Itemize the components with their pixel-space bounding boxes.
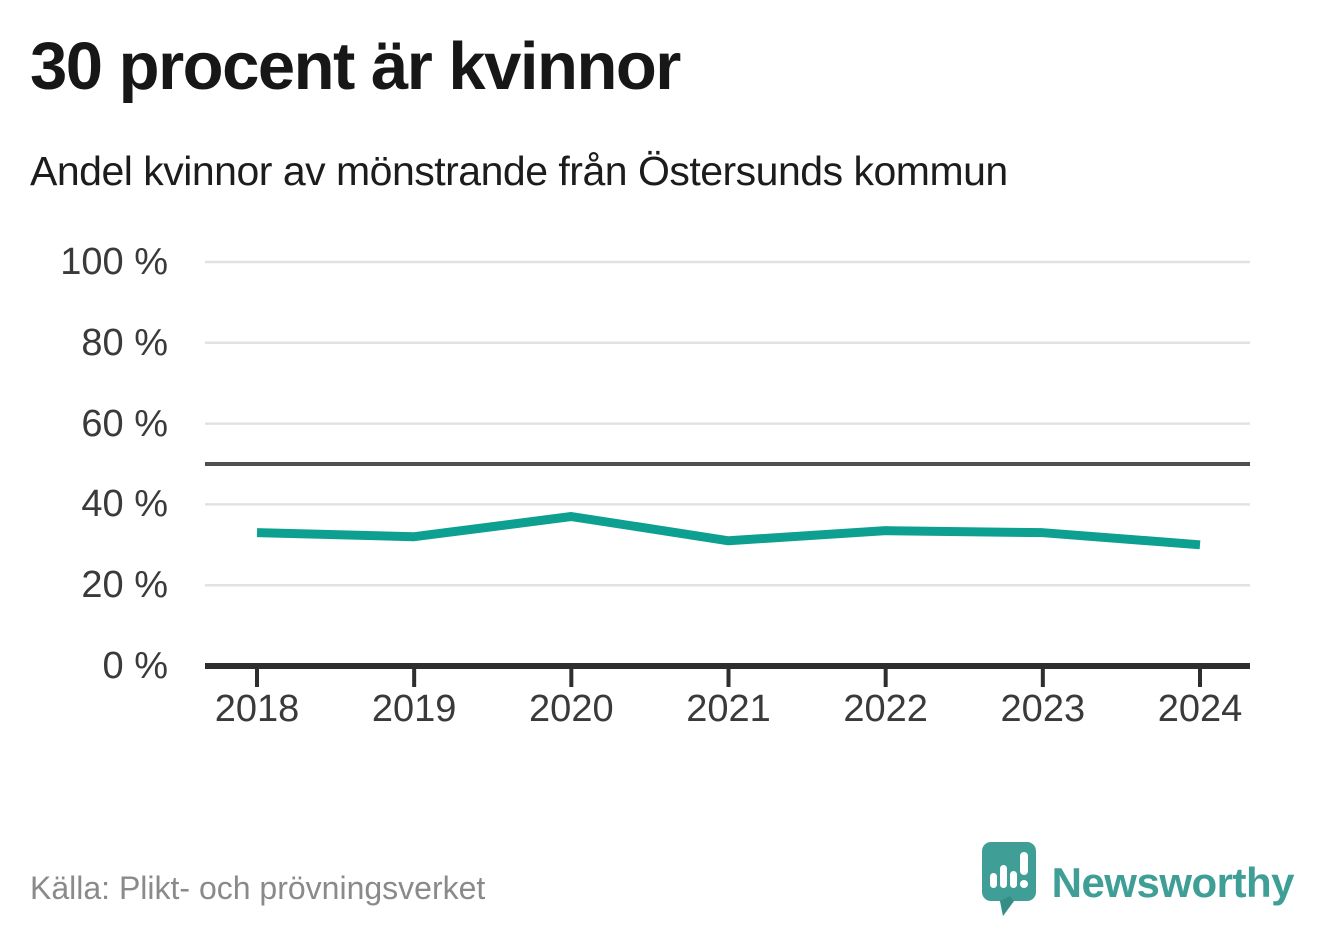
data-line [256,512,1201,550]
y-axis-label: 0 % [102,645,168,687]
newsworthy-wordmark: Newsworthy [1051,859,1295,906]
y-axis-label: 60 % [81,402,168,445]
x-axis-label: 2018 [214,688,300,730]
x-axis-label: 2021 [686,688,771,730]
x-axis-label: 2023 [1000,688,1086,730]
bars-and-exclamation-glyph [989,852,1028,888]
newsworthy-bubble-chart-icon [981,842,1036,916]
source-note: Källa: Plikt- och prövningsverket [30,870,486,906]
y-axis-label: 80 % [81,321,168,364]
newsworthy-logo: Newsworthy [980,840,1295,926]
y-axis-label: 20 % [81,564,168,607]
chart-subtitle: Andel kvinnor av mönstrande från Östersu… [30,148,1008,194]
chart-title: 30 procent är kvinnor [30,29,681,104]
x-axis-label: 2019 [371,688,457,730]
y-axis-label: 100 % [60,241,168,283]
y-axis-label: 40 % [81,483,168,526]
x-axis-label: 2022 [843,688,928,730]
x-axis-label: 2020 [529,688,614,730]
x-axis-label: 2024 [1157,688,1243,730]
